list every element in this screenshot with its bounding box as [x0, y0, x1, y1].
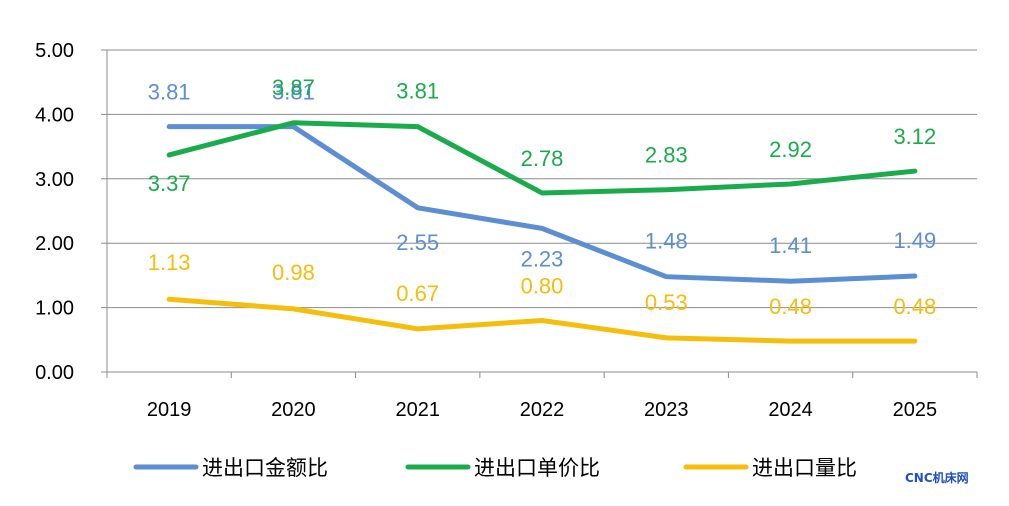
- data-label: 3.81: [396, 79, 439, 104]
- data-label: 0.48: [769, 294, 812, 319]
- x-tick-label: 2025: [893, 399, 938, 421]
- data-label: 2.83: [645, 143, 688, 168]
- data-label: 0.53: [645, 290, 688, 315]
- chart-axes: [101, 49, 978, 378]
- y-tick-label: 0.00: [35, 362, 74, 384]
- y-axis-tick-labels: 0.00 1.00 2.00 3.00 4.00 5.00: [35, 40, 74, 384]
- data-label: 1.41: [769, 233, 812, 258]
- chart-gridlines: [107, 49, 977, 309]
- x-axis-tick-labels: 2019 2020 2021 2022 2023 2024 2025: [147, 399, 937, 421]
- data-labels: 3.81 3.812.552.231.48 1.41 1.493.373.87 3.81…: [148, 75, 937, 319]
- x-tick-label: 2019: [147, 399, 192, 421]
- x-tick-label: 2022: [520, 399, 565, 421]
- data-label: 0.98: [272, 260, 315, 285]
- data-label: 0.48: [893, 294, 936, 319]
- data-label: 3.81: [272, 80, 315, 105]
- legend: 进出口金额比 进出口单价比 进出口量比: [133, 456, 857, 480]
- y-tick-label: 4.00: [35, 104, 74, 126]
- x-tick-label: 2024: [768, 399, 813, 421]
- series-line-1: [166, 124, 918, 284]
- watermark-text: CNC机床网: [905, 470, 969, 485]
- data-label: 3.87: [272, 75, 315, 100]
- series-lines: [166, 120, 918, 344]
- data-label: 0.67: [396, 281, 439, 306]
- data-label: 2.78: [521, 146, 564, 171]
- data-label: 2.55: [396, 230, 439, 255]
- x-tick-label: 2020: [271, 399, 316, 421]
- y-tick-label: 5.00: [35, 40, 74, 62]
- y-tick-label: 1.00: [35, 298, 74, 320]
- x-tick-label: 2023: [644, 399, 689, 421]
- series-line-3: [166, 296, 918, 344]
- data-label: 3.37: [148, 171, 191, 196]
- data-label: 1.48: [645, 229, 688, 254]
- x-tick-label: 2021: [395, 399, 440, 421]
- data-label: 3.81: [148, 80, 191, 105]
- legend-label: 进出口量比: [752, 456, 857, 480]
- legend-label: 进出口单价比: [474, 456, 600, 480]
- series-line-2: [166, 120, 918, 196]
- y-tick-label: 3.00: [35, 169, 74, 191]
- y-tick-label: 2.00: [35, 233, 74, 255]
- data-label: 1.13: [148, 250, 191, 275]
- legend-label: 进出口金额比: [202, 456, 328, 480]
- data-label: 2.92: [769, 137, 812, 162]
- data-label: 1.49: [893, 228, 936, 253]
- data-label: 3.12: [893, 124, 936, 149]
- data-label: 0.80: [521, 273, 564, 298]
- data-label: 2.23: [521, 246, 564, 271]
